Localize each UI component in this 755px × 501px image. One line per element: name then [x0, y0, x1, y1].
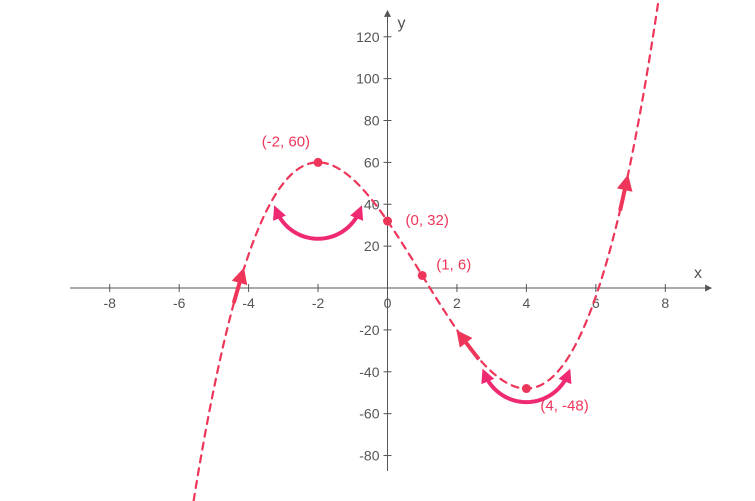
x-tick-label: 4	[522, 295, 530, 311]
y-tick-label: -80	[359, 448, 379, 464]
x-axis-label: x	[694, 265, 702, 282]
point-label: (4, -48)	[540, 398, 588, 415]
point-label: (1, 6)	[436, 256, 471, 273]
data-point	[383, 217, 392, 226]
x-tick-label: 8	[661, 295, 669, 311]
y-tick-label: 80	[364, 113, 380, 129]
x-tick-label: -6	[173, 295, 186, 311]
y-tick-label: -60	[359, 406, 379, 422]
data-point	[314, 158, 323, 167]
point-label: (-2, 60)	[262, 133, 310, 150]
chart-svg: -8-6-4-202468-80-60-40-2020406080100120x…	[0, 0, 755, 501]
x-tick-label: 2	[453, 295, 461, 311]
y-axis-label: y	[398, 15, 406, 32]
x-tick-label: -8	[103, 295, 116, 311]
x-tick-label: 0	[384, 295, 392, 311]
y-tick-label: 60	[364, 154, 380, 170]
x-tick-label: -4	[242, 295, 255, 311]
y-tick-label: 100	[356, 71, 380, 87]
y-tick-label: -40	[359, 364, 379, 380]
x-tick-label: -2	[312, 295, 325, 311]
data-point	[418, 271, 427, 280]
y-tick-label: -20	[359, 322, 379, 338]
y-tick-label: 40	[364, 196, 380, 212]
cubic-graph-chart: -8-6-4-202468-80-60-40-2020406080100120x…	[0, 0, 755, 501]
data-point	[522, 384, 531, 393]
point-label: (0, 32)	[406, 212, 449, 229]
y-tick-label: 20	[364, 238, 380, 254]
y-tick-label: 120	[356, 29, 380, 45]
